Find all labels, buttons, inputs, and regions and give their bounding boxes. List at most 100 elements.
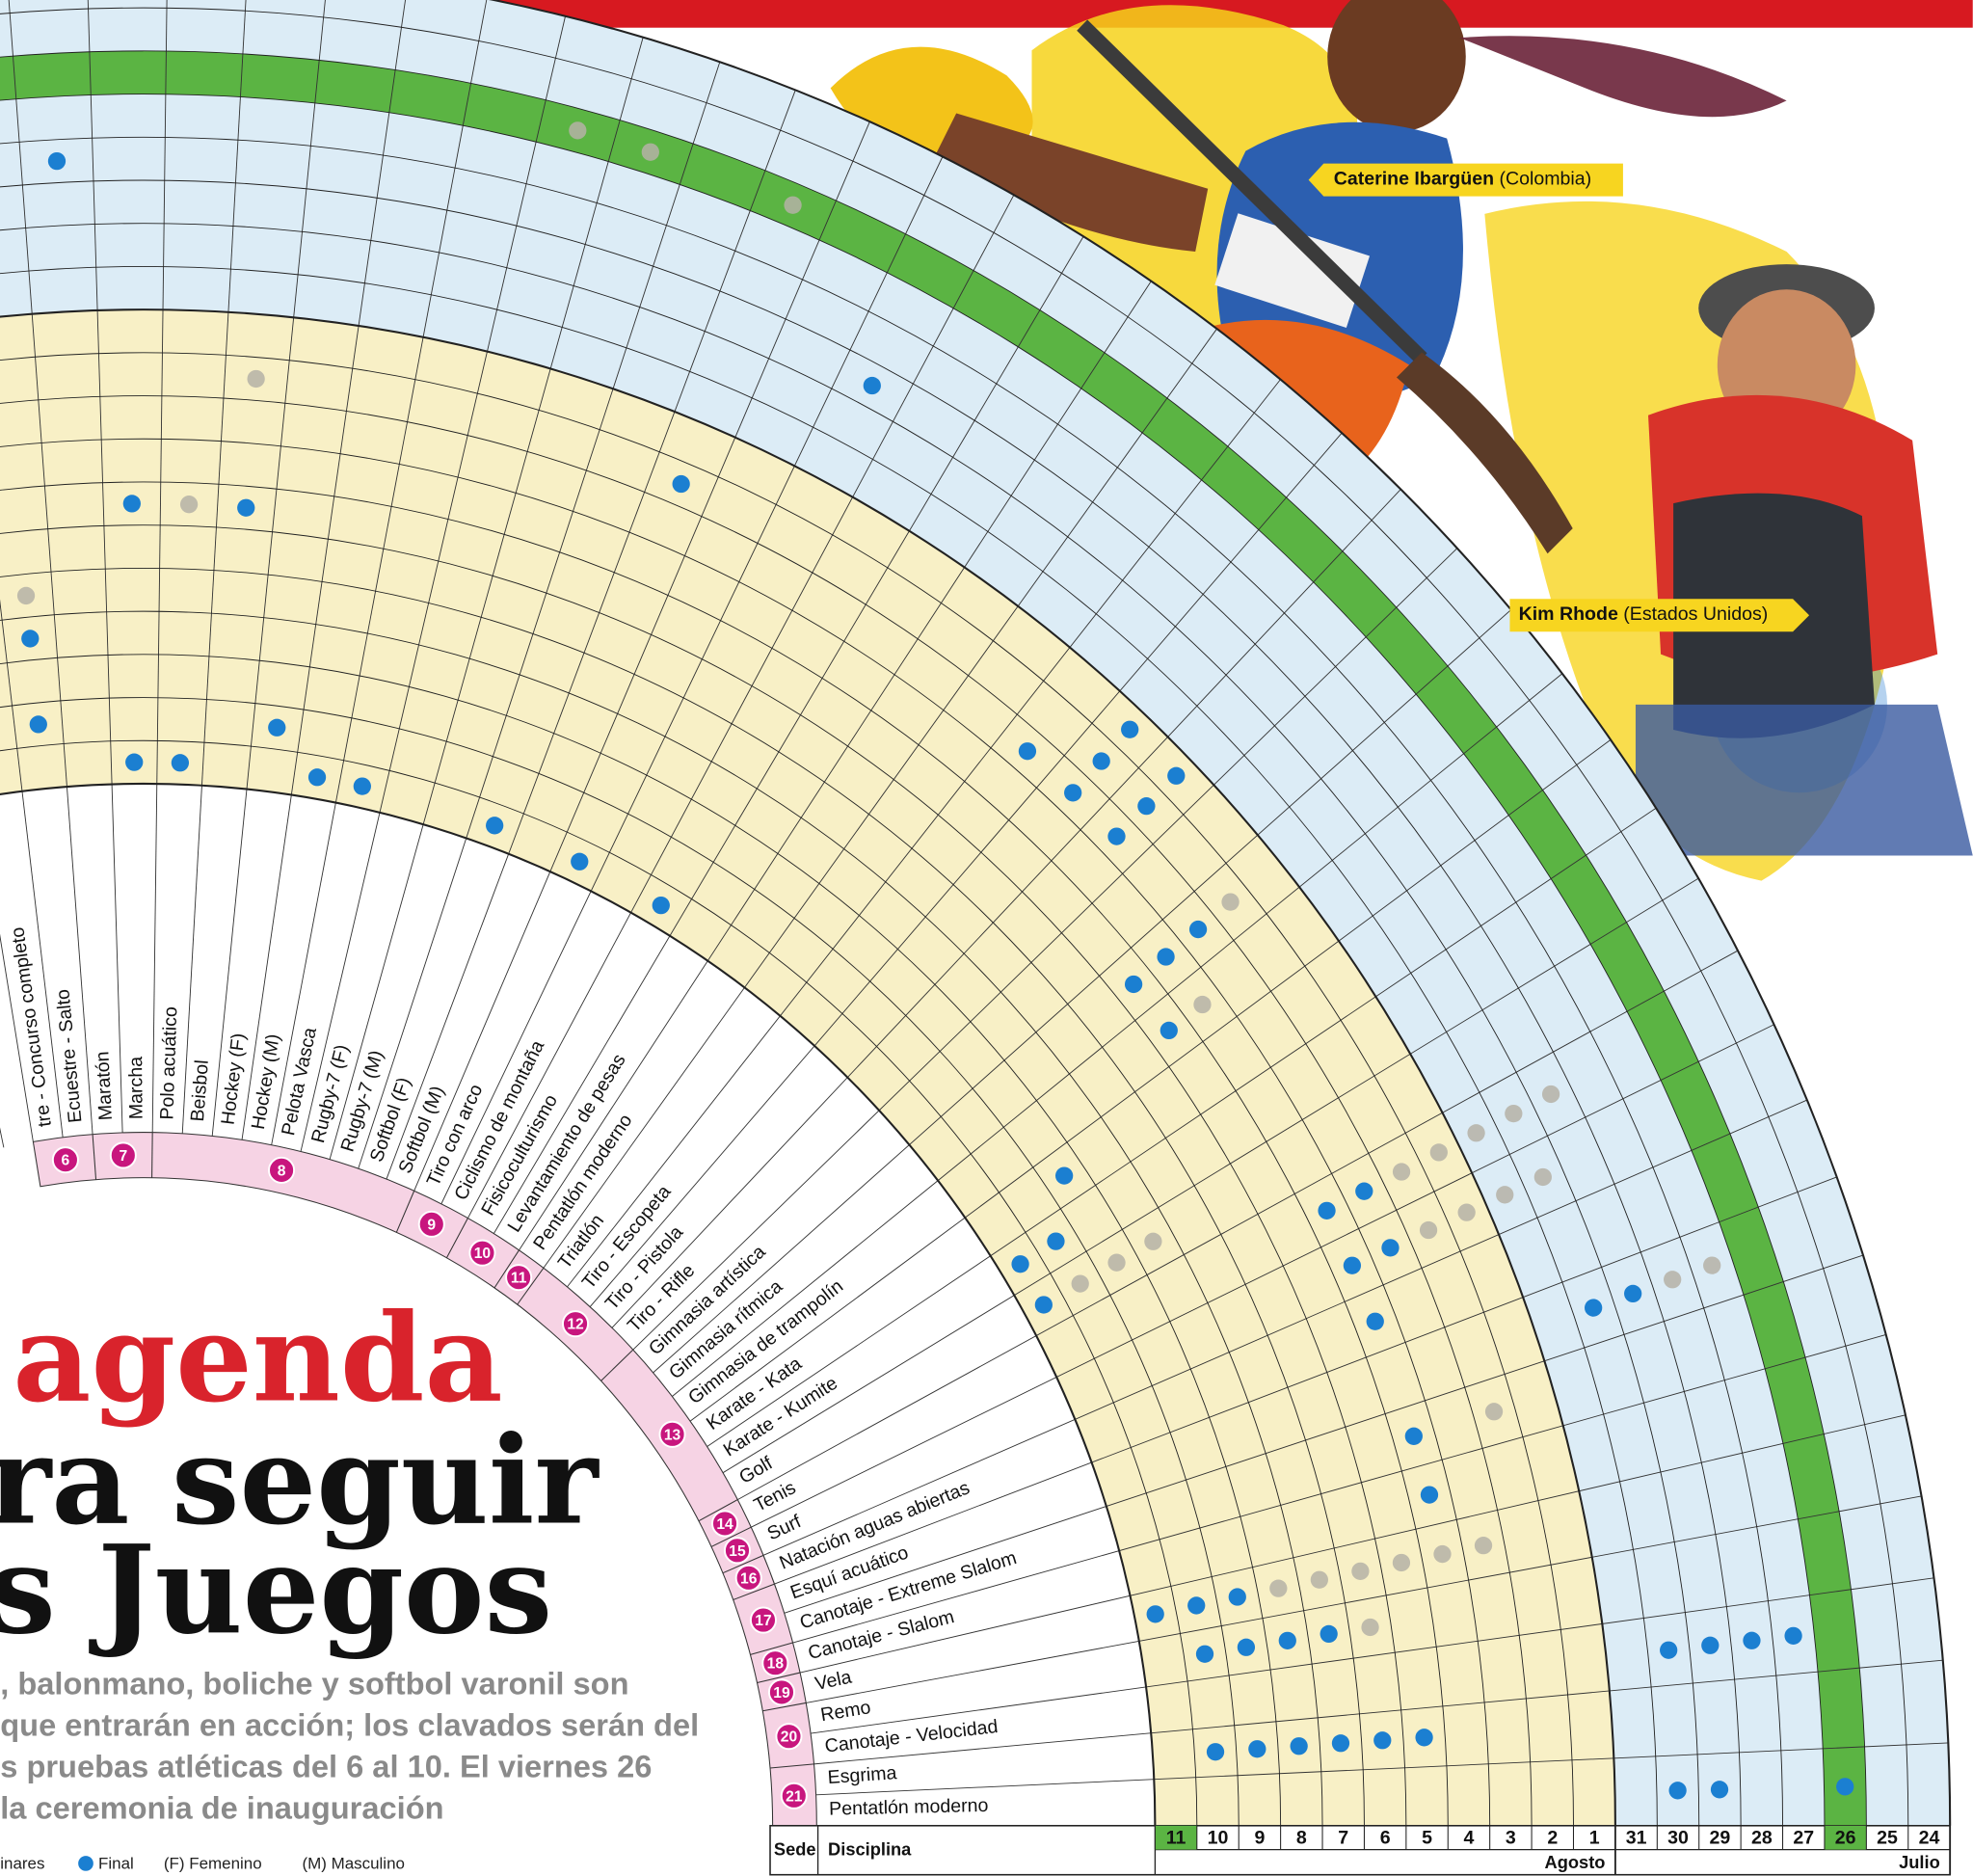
preliminary-dot bbox=[1703, 1256, 1720, 1273]
legend-final: Final bbox=[98, 1855, 134, 1873]
discipline-label: Golf bbox=[735, 1452, 777, 1487]
discipline-label: Hockey (F) bbox=[218, 1032, 250, 1126]
sede-number: 14 bbox=[716, 1516, 733, 1533]
preliminary-dot bbox=[1144, 1233, 1161, 1250]
final-dot bbox=[1019, 742, 1036, 760]
final-dot bbox=[1701, 1637, 1719, 1654]
final-dot bbox=[172, 754, 189, 771]
month-label: Julio bbox=[1899, 1852, 1940, 1872]
final-dot bbox=[1421, 1486, 1438, 1503]
day-table: SedeDisciplina11109876543213130292827262… bbox=[770, 1826, 1950, 1875]
caption-name: Caterine Ibargüen bbox=[1334, 169, 1494, 190]
final-dot bbox=[1035, 1296, 1053, 1313]
subtitle: que entrarán en acción; los clavados ser… bbox=[0, 1707, 699, 1743]
final-dot bbox=[21, 630, 39, 647]
discipline-label: Pentatlón moderno bbox=[829, 1795, 989, 1820]
final-dot bbox=[1367, 1313, 1384, 1330]
day-label: 29 bbox=[1710, 1828, 1731, 1849]
final-dot bbox=[1355, 1183, 1373, 1200]
day-label: 6 bbox=[1380, 1828, 1391, 1849]
preliminary-dot bbox=[1496, 1186, 1513, 1203]
final-dot bbox=[1011, 1255, 1028, 1273]
final-dot bbox=[308, 768, 326, 786]
sede-number: 19 bbox=[773, 1685, 790, 1702]
final-dot bbox=[1743, 1632, 1760, 1649]
preliminary-dot bbox=[17, 587, 35, 604]
legend-preliminary: inares bbox=[0, 1855, 44, 1873]
final-dot bbox=[1373, 1731, 1391, 1749]
preliminary-dot bbox=[569, 121, 586, 139]
discipline-label: Remo bbox=[819, 1697, 872, 1726]
day-label: 24 bbox=[1919, 1828, 1940, 1849]
day-label: 30 bbox=[1667, 1828, 1689, 1849]
preliminary-dot bbox=[1221, 893, 1239, 910]
preliminary-dot bbox=[1311, 1571, 1328, 1589]
subtitle: s pruebas atléticas del 6 al 10. El vier… bbox=[0, 1749, 652, 1784]
discipline-label: Ecuestre - Salto bbox=[52, 988, 86, 1124]
final-dot bbox=[1405, 1428, 1423, 1445]
preliminary-dot bbox=[1505, 1105, 1522, 1122]
final-dot bbox=[1147, 1605, 1164, 1622]
discipline-label: Maratón bbox=[92, 1051, 117, 1121]
sede-number: 13 bbox=[664, 1427, 681, 1443]
sede-number: 7 bbox=[119, 1148, 127, 1165]
final-dot bbox=[1318, 1202, 1335, 1219]
day-label: 8 bbox=[1296, 1828, 1307, 1849]
final-dot bbox=[30, 715, 47, 733]
caption-name: Kim Rhode bbox=[1519, 603, 1618, 625]
final-dot bbox=[1784, 1627, 1801, 1645]
preliminary-dot bbox=[1420, 1221, 1437, 1239]
final-dot bbox=[1624, 1285, 1641, 1302]
discipline-label: Tenis bbox=[751, 1477, 800, 1516]
legend-female: (F) Femenino bbox=[164, 1855, 262, 1873]
final-dot bbox=[1167, 767, 1185, 785]
sede-number: 20 bbox=[781, 1729, 798, 1746]
preliminary-dot bbox=[1458, 1204, 1476, 1221]
final-dot bbox=[1107, 827, 1125, 844]
day-label: 31 bbox=[1626, 1828, 1647, 1849]
day-label: 11 bbox=[1166, 1828, 1186, 1849]
preliminary-dot bbox=[1351, 1563, 1369, 1580]
preliminary-dot bbox=[247, 370, 264, 388]
final-dot bbox=[1711, 1781, 1728, 1798]
final-dot bbox=[1381, 1239, 1399, 1256]
final-dot bbox=[1047, 1232, 1064, 1249]
day-label: 25 bbox=[1877, 1828, 1898, 1849]
final-dot bbox=[268, 719, 285, 737]
final-dot bbox=[1836, 1778, 1853, 1795]
month-label: Agosto bbox=[1545, 1852, 1606, 1872]
final-dot bbox=[1248, 1740, 1266, 1757]
preliminary-dot bbox=[1542, 1085, 1560, 1103]
preliminary-dot bbox=[1664, 1271, 1681, 1288]
final-dot bbox=[653, 897, 670, 914]
discipline-label: Esgrima bbox=[827, 1762, 897, 1788]
preliminary-dot bbox=[1534, 1168, 1552, 1186]
final-dot bbox=[1189, 921, 1207, 938]
final-dot bbox=[486, 817, 503, 834]
preliminary-dot bbox=[1269, 1580, 1287, 1597]
final-dot bbox=[1320, 1625, 1338, 1643]
preliminary-dot bbox=[1072, 1274, 1089, 1292]
sede-number: 21 bbox=[786, 1788, 803, 1805]
final-dot bbox=[237, 499, 254, 517]
preliminary-dot bbox=[1430, 1143, 1448, 1161]
sede-number: 16 bbox=[740, 1570, 758, 1587]
final-dot bbox=[673, 475, 690, 493]
final-dot bbox=[1291, 1737, 1308, 1755]
final-dot bbox=[1344, 1257, 1361, 1274]
final-dot bbox=[354, 777, 371, 794]
preliminary-dot bbox=[1433, 1545, 1451, 1563]
title: s Juegos bbox=[0, 1518, 552, 1661]
preliminary-dot bbox=[180, 496, 198, 513]
sede-number: 6 bbox=[62, 1153, 70, 1169]
sede-number: 8 bbox=[278, 1163, 286, 1179]
legend-male: (M) Masculino bbox=[302, 1855, 404, 1873]
final-dot bbox=[1279, 1632, 1296, 1649]
sede-number: 9 bbox=[427, 1217, 436, 1233]
final-dot bbox=[1064, 784, 1081, 801]
subtitle: , balonmano, boliche y softbol varonil s… bbox=[0, 1666, 628, 1702]
subtitle: la ceremonia de inauguración bbox=[0, 1790, 443, 1826]
day-label: 26 bbox=[1835, 1828, 1856, 1849]
final-dot bbox=[1093, 752, 1110, 769]
sede-number: 18 bbox=[767, 1656, 785, 1673]
